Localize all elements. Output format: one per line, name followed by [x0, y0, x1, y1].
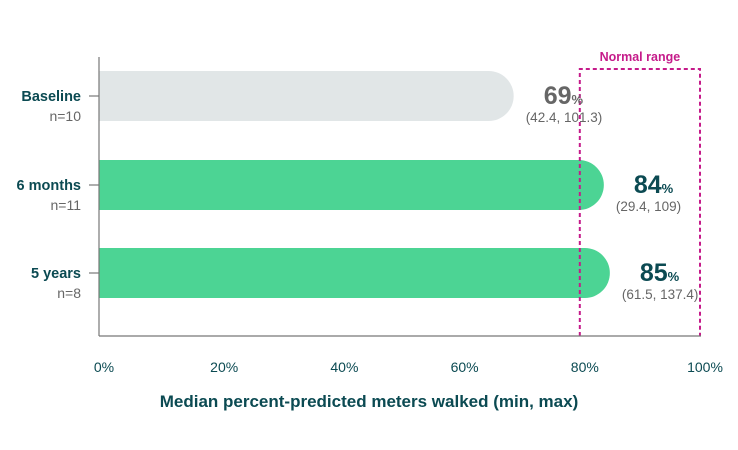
sample-size-label-1: n=10 [49, 108, 81, 124]
x-tick-label-4: 60% [451, 359, 479, 375]
bar-2 [99, 159, 604, 210]
x-tick-label-6: 100% [687, 359, 723, 375]
x-tick-label-2: 20% [210, 359, 238, 375]
x-tick-label-3: 40% [330, 359, 358, 375]
normal-range-box [578, 68, 701, 336]
category-label-1: Baseline [21, 89, 81, 105]
value-label-2: 84% [634, 171, 674, 199]
x-tick-label-5: 80% [571, 359, 599, 375]
range-label-1: (42.4, 101.3) [526, 110, 603, 125]
x-axis-title: Median percent-predicted meters walked (… [159, 392, 579, 411]
normal-range-label: Normal range [600, 50, 681, 64]
range-label-2: (29.4, 109) [616, 199, 681, 214]
range-label-3: (61.5, 137.4) [622, 287, 699, 302]
sample-size-label-3: n=8 [57, 285, 81, 301]
x-tick-label-1: 0% [94, 359, 114, 375]
category-label-3: 5 years [31, 266, 81, 282]
sample-size-label-2: n=11 [51, 197, 82, 213]
value-label-3: 85% [640, 259, 680, 287]
bar-1 [99, 71, 514, 121]
category-label-2: 6 months [17, 178, 81, 194]
value-label-1: 69% [544, 82, 584, 110]
bar-3 [99, 248, 610, 298]
